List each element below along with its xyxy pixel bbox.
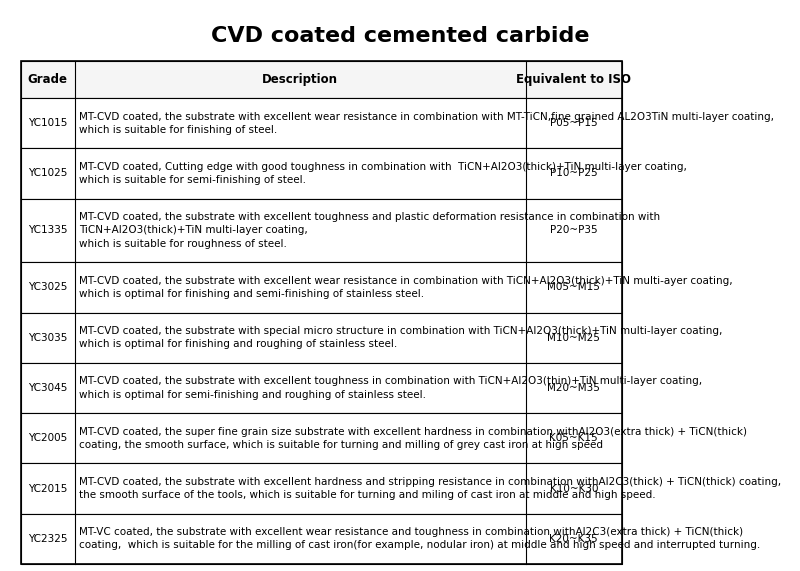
- Bar: [21, 98, 622, 148]
- Text: CVD coated cemented carbide: CVD coated cemented carbide: [210, 26, 590, 46]
- Text: MT-CVD coated, Cutting edge with good toughness in combination with  TiCN+Al2O3(: MT-CVD coated, Cutting edge with good to…: [79, 162, 687, 185]
- Text: YC1015: YC1015: [28, 118, 67, 128]
- Text: K05~K15: K05~K15: [550, 433, 598, 443]
- Text: P10~P25: P10~P25: [550, 168, 598, 178]
- Bar: [21, 199, 622, 262]
- Text: Grade: Grade: [28, 73, 68, 86]
- Bar: [21, 464, 622, 514]
- Text: P20~P35: P20~P35: [550, 226, 598, 235]
- Text: MT-VC coated, the substrate with excellent wear resistance and toughness in comb: MT-VC coated, the substrate with excelle…: [79, 527, 761, 550]
- Text: YC2005: YC2005: [28, 433, 67, 443]
- Text: Equivalent to ISO: Equivalent to ISO: [516, 73, 631, 86]
- Text: YC2325: YC2325: [28, 534, 67, 544]
- Text: K20~K35: K20~K35: [550, 534, 598, 544]
- Bar: [21, 514, 622, 564]
- Text: M10~M25: M10~M25: [547, 333, 600, 343]
- Bar: [21, 61, 622, 98]
- Text: YC1025: YC1025: [28, 168, 67, 178]
- Text: YC1335: YC1335: [28, 226, 67, 235]
- Bar: [21, 148, 622, 199]
- Bar: [21, 413, 622, 464]
- Text: YC3025: YC3025: [28, 283, 67, 292]
- Text: M20~M35: M20~M35: [547, 383, 600, 393]
- Text: MT-CVD coated, the super fine grain size substrate with excellent hardness in co: MT-CVD coated, the super fine grain size…: [79, 427, 747, 450]
- Text: M05~M15: M05~M15: [547, 283, 600, 292]
- Text: MT-CVD coated, the substrate with special micro structure in combination with Ti: MT-CVD coated, the substrate with specia…: [79, 326, 722, 349]
- Text: MT-CVD coated, the substrate with excellent hardness and stripping resistance in: MT-CVD coated, the substrate with excell…: [79, 477, 782, 500]
- Bar: [21, 262, 622, 312]
- Text: Description: Description: [262, 73, 338, 86]
- Text: K10~K30: K10~K30: [550, 484, 598, 493]
- Text: MT-CVD coated, the substrate with excellent toughness in combination with TiCN+A: MT-CVD coated, the substrate with excell…: [79, 376, 702, 400]
- Text: MT-CVD coated, the substrate with excellent wear resistance in combination with : MT-CVD coated, the substrate with excell…: [79, 276, 733, 299]
- Text: MT-CVD coated, the substrate with excellent wear resistance in combination with : MT-CVD coated, the substrate with excell…: [79, 111, 774, 135]
- Text: YC3045: YC3045: [28, 383, 67, 393]
- Text: YC3035: YC3035: [28, 333, 67, 343]
- Bar: [21, 363, 622, 413]
- Text: YC2015: YC2015: [28, 484, 67, 493]
- Text: P05~P15: P05~P15: [550, 118, 598, 128]
- Bar: [21, 312, 622, 363]
- Text: MT-CVD coated, the substrate with excellent toughness and plastic deformation re: MT-CVD coated, the substrate with excell…: [79, 212, 660, 248]
- Bar: [21, 61, 622, 564]
